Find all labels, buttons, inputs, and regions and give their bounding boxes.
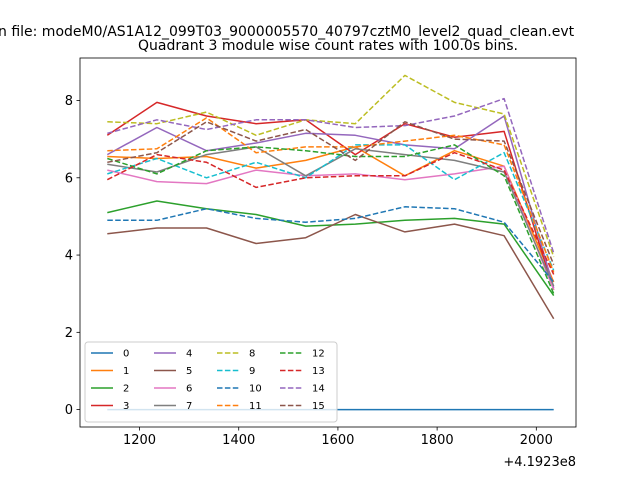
legend-label-1: 1: [123, 366, 129, 377]
x-tick-label: 2000: [520, 433, 553, 448]
legend-label-4: 4: [186, 349, 192, 360]
series-line-5: [107, 213, 555, 320]
chart-title: Quadrant 3 module wise count rates with …: [138, 38, 518, 54]
legend-label-5: 5: [186, 366, 192, 377]
x-tick-label: 1600: [321, 433, 354, 448]
series-line-13: [106, 151, 555, 275]
series-line-9: [107, 144, 555, 271]
legend-label-15: 15: [312, 401, 325, 412]
y-tick-label: 6: [65, 171, 73, 186]
axes-layer: 1200 1400 1600 1800 2000 0 2 4 6 8: [65, 57, 577, 448]
series-line-8: [107, 74, 555, 258]
legend-label-14: 14: [312, 384, 325, 395]
legend-label-8: 8: [249, 349, 255, 360]
legend-label-0: 0: [123, 349, 129, 360]
x-tick-label: 1400: [222, 433, 255, 448]
series-line-10: [107, 206, 555, 283]
series-line-3: [106, 101, 555, 291]
legend-label-10: 10: [249, 384, 262, 395]
series-line-2: [107, 200, 555, 297]
y-tick-label: 2: [65, 326, 73, 341]
legend-label-6: 6: [186, 384, 192, 395]
legend-box: [84, 341, 338, 423]
x-tick-label: 1200: [123, 433, 156, 448]
series-line-12: [107, 144, 555, 294]
x-tick-label: 1800: [421, 433, 454, 448]
x-offset-label: +4.1923e8: [503, 455, 576, 470]
legend-label-9: 9: [249, 366, 255, 377]
series-line-15: [107, 121, 555, 265]
legend-label-12: 12: [312, 349, 325, 360]
chart-suptitle: n file: modeM0/AS1A12_099T03_9000005570_…: [0, 24, 575, 40]
axes-frame: [79, 57, 577, 428]
series-line-4: [106, 115, 555, 289]
y-tick-label: 4: [65, 249, 73, 264]
y-tick-label: 8: [65, 94, 73, 109]
legend-label-11: 11: [249, 401, 262, 412]
legend-label-7: 7: [186, 401, 192, 412]
series-line-6: [107, 165, 555, 291]
legend-label-13: 13: [312, 366, 325, 377]
legend-label-2: 2: [123, 384, 129, 395]
legend-label-3: 3: [123, 401, 129, 412]
y-tick-label: 0: [65, 403, 73, 418]
